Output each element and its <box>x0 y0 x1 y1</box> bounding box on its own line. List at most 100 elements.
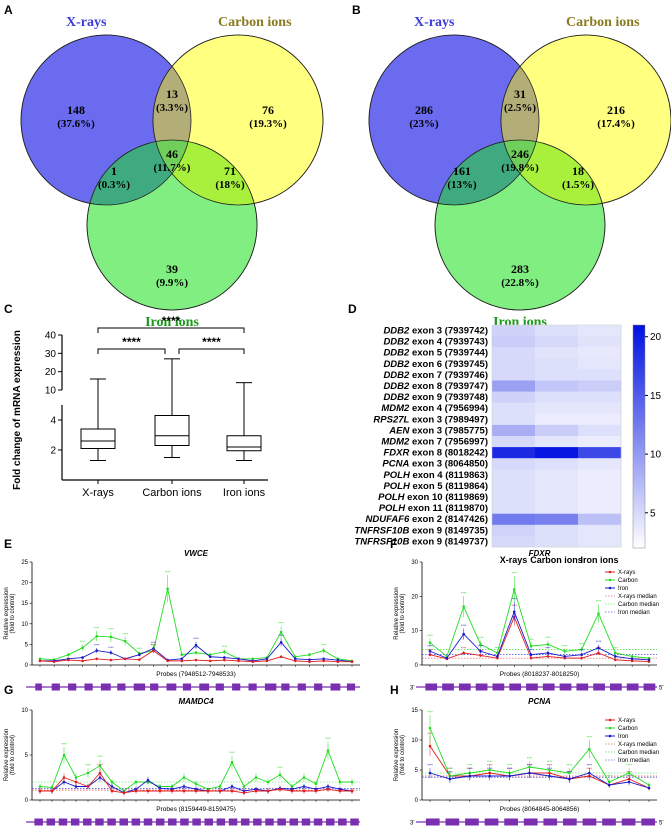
legend-label: Carbon <box>618 726 638 732</box>
data-point <box>109 635 113 639</box>
data-point <box>182 785 186 788</box>
legend-label: Iron <box>618 586 628 592</box>
data-point <box>62 776 66 779</box>
data-point <box>563 649 567 653</box>
data-point <box>109 658 113 662</box>
significance-mark: **** <box>507 767 513 771</box>
data-point <box>468 774 472 778</box>
data-point <box>242 785 246 788</box>
heatmap-row-gene: NDUFAF6 <box>366 514 411 525</box>
series-line-iron <box>429 772 650 789</box>
significance-mark: **** <box>427 711 433 715</box>
heatmap-cell <box>492 447 536 459</box>
data-point <box>350 660 354 664</box>
heatmap-row-probe: exon 8 (8018242) <box>409 448 488 459</box>
series-line-carbon <box>429 587 650 659</box>
data-point <box>302 785 306 788</box>
data-point <box>568 777 571 781</box>
data-point <box>462 632 465 636</box>
data-point <box>134 780 138 784</box>
data-point <box>81 646 84 649</box>
heatmap-cell <box>535 413 579 426</box>
heatmap-row-label: DDB2 exon 7 (7939746) <box>383 370 488 381</box>
y-axis-label: Relative expression <box>394 729 400 781</box>
significance-mark: **** <box>547 760 553 764</box>
significance-label: **** <box>122 335 141 349</box>
significance-mark: **** <box>122 632 128 636</box>
panel-letter-e: E <box>4 537 12 551</box>
gene-exon <box>182 683 192 691</box>
data-point <box>630 657 634 661</box>
gene-exon <box>425 683 438 691</box>
gene-exon <box>70 818 80 826</box>
data-point <box>563 655 567 658</box>
gene-exon <box>58 818 68 826</box>
heatmap-cell <box>578 513 622 526</box>
data-point <box>529 644 533 648</box>
venn-count-xc: 13 <box>166 87 178 101</box>
gene-exon <box>641 818 656 826</box>
series-line-x-rays <box>429 745 650 789</box>
legend-marker <box>608 718 612 722</box>
heatmap-cell <box>492 347 536 359</box>
x-axis-label: Probes (7948512-7948533) <box>156 671 236 678</box>
data-point <box>293 657 297 661</box>
gene-exon <box>346 683 356 691</box>
venn-percent-xc: (3.3%) <box>156 102 188 114</box>
venn-outline <box>434 139 606 311</box>
data-point <box>266 789 270 793</box>
data-point <box>86 771 90 775</box>
significance-mark: **** <box>97 755 103 759</box>
data-point <box>146 778 150 782</box>
line-chart-e: VWCE 0 5 10 15 20 25 Relative expression (fold t… <box>4 549 360 691</box>
venn-set-label-xrays: X-rays <box>414 15 455 30</box>
data-point <box>302 789 306 793</box>
significance-mark: **** <box>527 757 533 761</box>
significance-mark: **** <box>512 598 518 602</box>
heatmap-row-probe: exon 9 (8149735) <box>409 525 488 536</box>
series-line-x-rays <box>429 615 650 663</box>
heatmap-row-gene: POLH <box>383 470 411 481</box>
data-point <box>529 653 533 656</box>
data-point <box>67 658 70 662</box>
data-point <box>326 787 330 791</box>
y-tick-label: 30 <box>411 560 418 566</box>
data-point <box>237 659 240 663</box>
box-iqr <box>226 435 262 452</box>
heatmap-cell <box>492 469 536 481</box>
significance-mark: **** <box>427 634 433 638</box>
data-point <box>546 655 550 658</box>
heatmap-cell <box>535 436 579 448</box>
venn-set-label-iron: Iron ions <box>145 315 199 330</box>
data-point <box>580 656 583 660</box>
heatmap-cell <box>578 347 622 359</box>
gene-exon <box>442 683 454 691</box>
data-point <box>254 789 258 793</box>
gene-exon <box>192 818 201 826</box>
heatmap-border <box>491 324 622 548</box>
heatmap-cell <box>535 336 579 348</box>
heatmap-row-label: DDB2 exon 4 (7939743) <box>383 337 488 348</box>
heatmap-cell <box>535 458 579 470</box>
gene-exon <box>445 818 460 826</box>
colorbar-tick-label: 20 <box>650 332 662 343</box>
data-point <box>38 789 42 793</box>
heatmap-row-gene: PCNA <box>382 459 409 470</box>
venn-set-label-carbon: Carbon ions <box>566 15 640 30</box>
significance-mark: **** <box>151 643 157 647</box>
legend-marker <box>608 570 612 574</box>
chart-title: FDXR <box>529 549 551 558</box>
data-point <box>508 774 511 778</box>
y-tick-label: 25 <box>21 560 28 566</box>
data-point <box>265 657 269 661</box>
gene-exon <box>100 683 111 691</box>
data-point <box>218 789 222 793</box>
data-point <box>180 657 184 661</box>
venn-percent-ci: (1.5%) <box>562 179 594 191</box>
significance-mark: **** <box>427 764 433 768</box>
line-chart-h: PCNA 0 5 10 15 Relative expression (fold to co… <box>394 697 663 827</box>
data-point <box>208 659 212 663</box>
gene-exon <box>325 818 335 826</box>
data-point <box>308 658 311 661</box>
y-tick-label: 10 <box>21 622 28 628</box>
